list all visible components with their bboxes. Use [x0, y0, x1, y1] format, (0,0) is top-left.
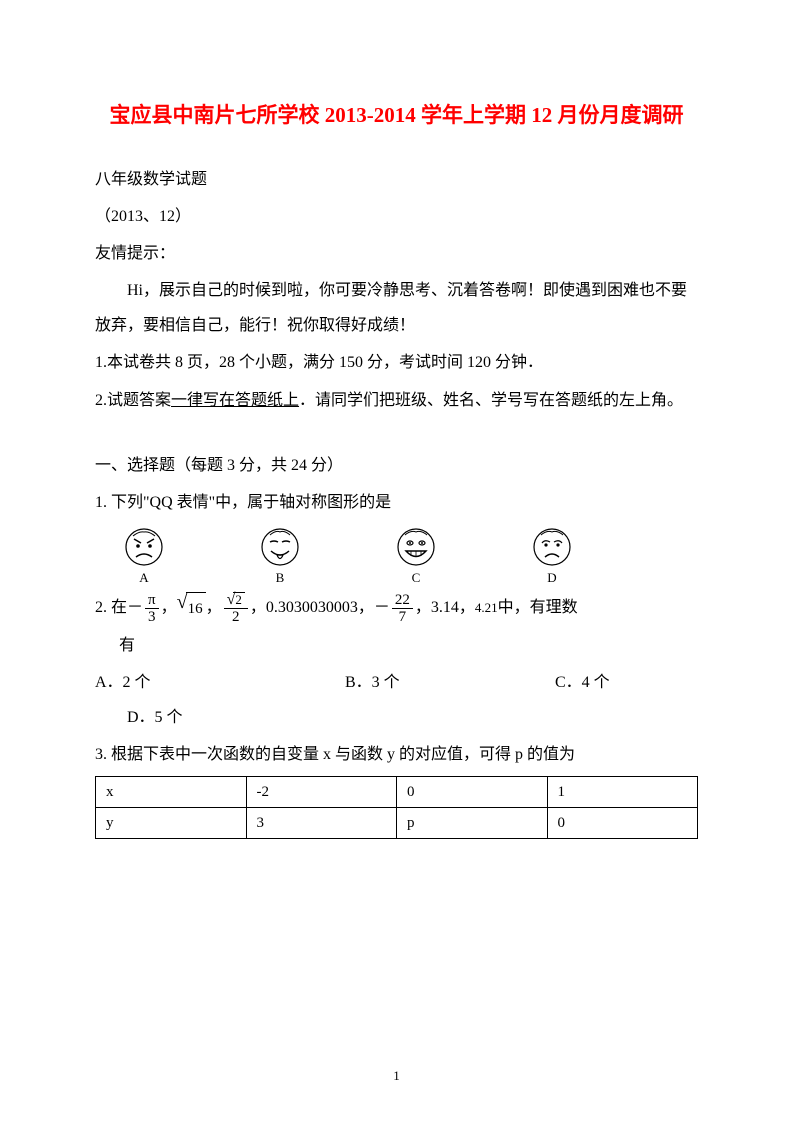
emoji-options: A B: [95, 522, 698, 590]
q2-part-c: ，: [206, 599, 222, 616]
emoji-d-label: D: [529, 570, 575, 586]
emoji-b-label: B: [257, 570, 303, 586]
table-cell: x: [96, 777, 247, 808]
rule-2-underline: 一律写在答题纸上: [171, 392, 299, 409]
emoji-a-icon: [121, 526, 167, 568]
rule-1: 1.本试卷共 8 页，28 个小题，满分 150 分，考试时间 120 分钟．: [95, 345, 698, 380]
tip-label: 友情提示：: [95, 236, 698, 271]
question-2: 2. 在－π3，√16，√22，0.3030030003，－227，3.14，4…: [95, 590, 698, 625]
choice-d: D．5 个: [95, 700, 698, 735]
document-title: 宝应县中南片七所学校 2013-2014 学年上学期 12 月份月度调研: [95, 100, 698, 132]
table-cell: 3: [246, 808, 397, 839]
table-cell: 1: [547, 777, 698, 808]
q2-part-b: ，: [161, 599, 177, 616]
emoji-c-icon: [393, 526, 439, 568]
choice-c: C．4 个: [555, 665, 698, 700]
page-number: 1: [0, 1068, 793, 1084]
emoji-c-label: C: [393, 570, 439, 586]
q2-part-e: ，3.14，: [415, 599, 475, 616]
sqrt-16: √16: [177, 592, 206, 626]
question-3: 3. 根据下表中一次函数的自变量 x 与函数 y 的对应值，可得 p 的值为: [95, 737, 698, 772]
table-cell: 0: [397, 777, 548, 808]
question-1: 1. 下列"QQ 表情"中，属于轴对称图形的是: [95, 485, 698, 520]
emoji-option-c: C: [393, 526, 439, 586]
table-cell: p: [397, 808, 548, 839]
tip-body: Hi，展示自己的时候到啦，你可要冷静思考、沉着答卷啊！即使遇到困难也不要放弃，要…: [95, 273, 698, 343]
emoji-d-icon: [529, 526, 575, 568]
section-1-heading: 一、选择题（每题 3 分，共 24 分）: [95, 448, 698, 483]
emoji-option-a: A: [121, 526, 167, 586]
rule-2-b: ．请同学们把班级、姓名、学号写在答题纸的左上角。: [299, 392, 683, 409]
table-row: y 3 p 0: [96, 808, 698, 839]
table-row: x -2 0 1: [96, 777, 698, 808]
date-line: （2013、12）: [95, 199, 698, 234]
frac-22-7: 227: [392, 592, 413, 626]
frac-pi-3: π3: [145, 592, 159, 626]
question-2-choices: A．2 个 B．3 个 C．4 个: [95, 665, 698, 700]
question-3-table: x -2 0 1 y 3 p 0: [95, 776, 698, 839]
rule-2-a: 2.试题答案: [95, 392, 171, 409]
page: 宝应县中南片七所学校 2013-2014 学年上学期 12 月份月度调研 八年级…: [0, 0, 793, 1122]
choice-a: A．2 个: [95, 665, 345, 700]
spacer: [95, 420, 698, 448]
table-cell: y: [96, 808, 247, 839]
choice-b: B．3 个: [345, 665, 555, 700]
emoji-b-icon: [257, 526, 303, 568]
question-2-cont: 有: [95, 628, 698, 663]
q2-part-a: 2. 在－: [95, 599, 143, 616]
q2-part-f: 中，有理数: [498, 599, 578, 616]
emoji-option-b: B: [257, 526, 303, 586]
table-cell: 0: [547, 808, 698, 839]
q2-small: 4.21: [475, 600, 498, 615]
table-cell: -2: [246, 777, 397, 808]
q2-part-d: ，0.3030030003，－: [250, 599, 390, 616]
emoji-a-label: A: [121, 570, 167, 586]
frac-sqrt2-2: √22: [224, 592, 248, 626]
subject-line: 八年级数学试题: [95, 162, 698, 197]
emoji-option-d: D: [529, 526, 575, 586]
rule-2: 2.试题答案一律写在答题纸上．请同学们把班级、姓名、学号写在答题纸的左上角。: [95, 383, 698, 418]
